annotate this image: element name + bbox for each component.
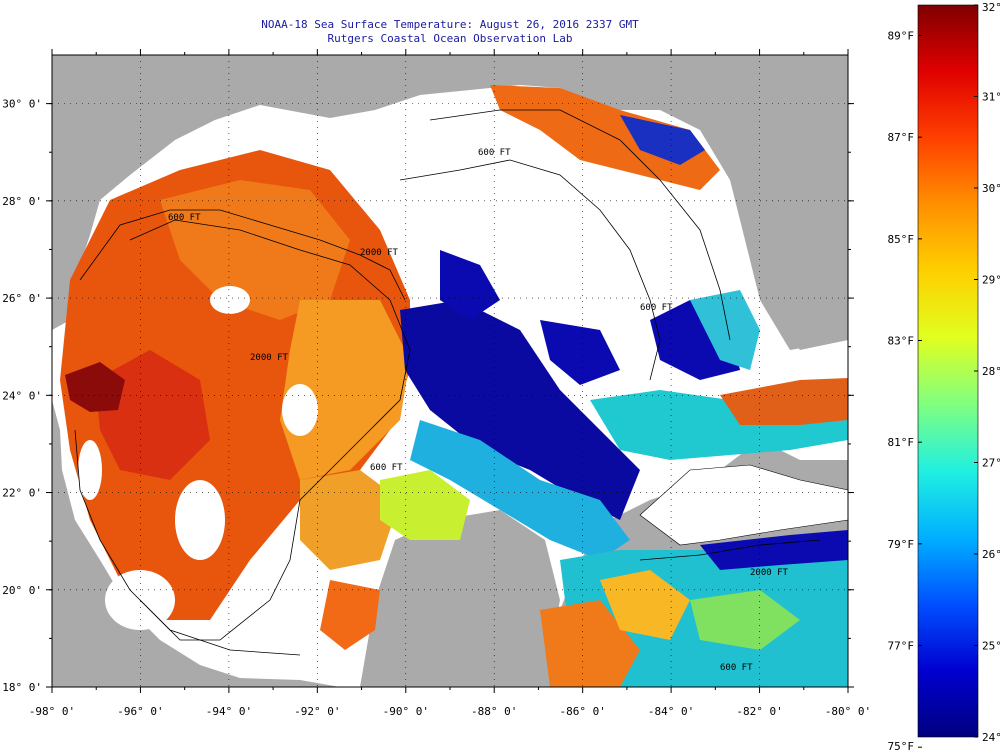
colorbar-labels: 32°C 31°C 30°C 29°C 28°C 27°C 26°C 25°C 24°C 89°F… — [888, 1, 1000, 753]
yucatan-land — [360, 510, 560, 687]
lon-label: -88° 0' — [471, 705, 517, 718]
celsius-label: 25°C — [982, 640, 1000, 653]
celsius-label: 32°C — [982, 1, 1000, 14]
lat-label: 22° 0' — [2, 487, 42, 500]
lon-label: -80° 0' — [825, 705, 870, 718]
contour-label: 600 FT — [640, 303, 673, 313]
celsius-label: 24°C — [982, 731, 1000, 744]
fahrenheit-label: 83°F — [888, 335, 915, 348]
fahrenheit-label: 77°F — [888, 640, 915, 653]
contour-label: 600 FT — [168, 213, 201, 223]
sst-west-warm — [60, 150, 410, 650]
fahrenheit-label: 81°F — [888, 436, 915, 449]
lat-label: 30° 0' — [2, 98, 42, 111]
celsius-label: 27°C — [982, 457, 1000, 470]
cloud-patches — [78, 286, 318, 662]
graticule — [52, 55, 848, 687]
lon-label: -94° 0' — [206, 705, 252, 718]
contour-label: 600 FT — [478, 148, 511, 158]
fahrenheit-label: 87°F — [888, 131, 915, 144]
celsius-label: 30°C — [982, 182, 1000, 195]
lon-label: -90° 0' — [383, 705, 429, 718]
contour-label: 2000 FT — [360, 248, 399, 258]
map-axes: -98° 0' -96° 0' -94° 0' -92° 0' -90° 0' -88° … — [2, 49, 870, 718]
contour-label: 600 FT — [720, 663, 753, 673]
lon-label: -84° 0' — [648, 705, 694, 718]
celsius-label: 31°C — [982, 91, 1000, 104]
fahrenheit-label: 89°F — [888, 30, 915, 43]
map-subtitle: Rutgers Coastal Ocean Observation Lab — [327, 32, 573, 45]
fahrenheit-label: 85°F — [888, 233, 915, 246]
map-title: NOAA-18 Sea Surface Temperature: August … — [261, 18, 639, 31]
lat-label: 28° 0' — [2, 195, 42, 208]
fahrenheit-label: 75°F — [888, 740, 915, 753]
celsius-label: 29°C — [982, 274, 1000, 287]
lon-label: -92° 0' — [294, 705, 340, 718]
lon-label: -82° 0' — [736, 705, 782, 718]
florida-land — [735, 55, 848, 350]
contour-labels: 600 FT 600 FT 2000 FT 2000 FT 600 FT 600… — [168, 148, 789, 673]
lon-label: -98° 0' — [29, 705, 75, 718]
contour-label: 2000 FT — [250, 353, 289, 363]
colorbar-gradient — [917, 4, 979, 738]
colorbar: 32°C 31°C 30°C 29°C 28°C 27°C 26°C 25°C 24°C 89°F… — [888, 1, 1000, 753]
celsius-label: 28°C — [982, 365, 1000, 378]
sst-map: 600 FT 600 FT 2000 FT 2000 FT 600 FT 600… — [2, 49, 870, 718]
lat-label: 20° 0' — [2, 584, 42, 597]
lon-label: -86° 0' — [559, 705, 605, 718]
sst-central-cool — [380, 250, 848, 560]
lat-label: 24° 0' — [2, 389, 42, 402]
sst-caribbean — [540, 530, 848, 687]
contour-label: 600 FT — [370, 463, 403, 473]
lat-label: 18° 0' — [2, 681, 42, 694]
lat-label: 26° 0' — [2, 292, 42, 305]
sst-north-coast-cool — [620, 115, 705, 165]
lon-label: -96° 0' — [117, 705, 163, 718]
contour-label: 2000 FT — [750, 568, 789, 578]
celsius-label: 26°C — [982, 548, 1000, 561]
sst-north-coast — [490, 85, 720, 190]
fahrenheit-label: 79°F — [888, 538, 915, 551]
